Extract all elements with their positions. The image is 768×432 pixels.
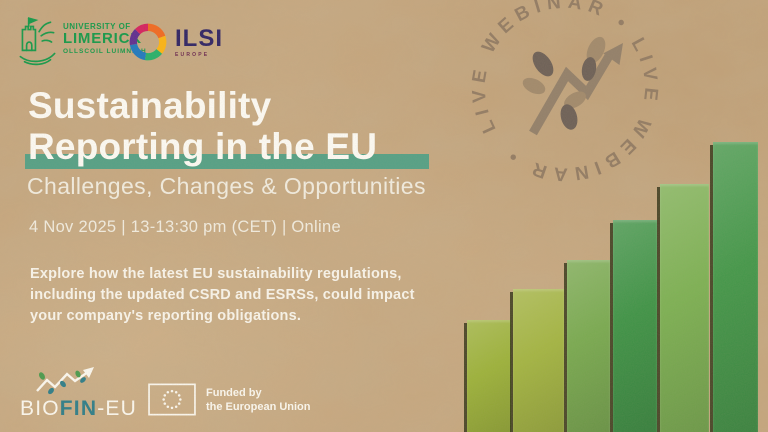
- biofin-bio: BIO: [20, 397, 60, 420]
- live-webinar-stamp: LIVE WEBINAR • LIVE WEBINAR •: [448, 0, 682, 199]
- subtitle: Challenges, Changes & Opportunities: [27, 173, 426, 199]
- biofin-eu-logo: BIOFIN-EU: [20, 367, 137, 421]
- biofin-fin: FIN: [59, 397, 98, 420]
- stamp-ring-text: LIVE WEBINAR • LIVE WEBINAR •: [448, 0, 682, 199]
- chart-bar: [660, 184, 709, 432]
- funding-text: Funded by the European Union: [206, 386, 311, 414]
- ilsi-ring-icon: [129, 23, 167, 61]
- title-line2: Reporting in the EU: [28, 126, 378, 167]
- growth-plant-icon: [522, 36, 623, 136]
- chart-bar: [467, 320, 511, 432]
- event-details: 4 Nov 2025 | 13-13:30 pm (CET) | Online: [29, 218, 341, 236]
- description: Explore how the latest EU sustainability…: [30, 264, 415, 327]
- biofin-eu: -EU: [97, 397, 137, 420]
- eu-flag-icon: [148, 383, 196, 416]
- ul-castle-icon: [19, 17, 56, 66]
- ilsi-europe-logo: ILSI EUROPE: [127, 21, 223, 63]
- ilsi-name: ILSI: [175, 24, 224, 52]
- description-line: including the updated CSRD and ESRSs, co…: [30, 287, 415, 303]
- chart-bar: [567, 260, 610, 432]
- funding-line1: Funded by: [206, 386, 262, 399]
- ilsi-region: EUROPE: [175, 51, 210, 58]
- biofin-wordmark: BIOFIN-EU: [20, 397, 137, 421]
- description-line: your company's reporting obligations.: [30, 308, 302, 324]
- funding-line2: the European Union: [206, 400, 311, 413]
- title-line1: Sustainability: [28, 85, 272, 126]
- page-title: Sustainability Reporting in the EU: [28, 85, 377, 167]
- eu-funding-block: Funded by the European Union: [148, 383, 311, 416]
- description-line: Explore how the latest EU sustainability…: [30, 266, 402, 282]
- chart-bar: [713, 142, 758, 432]
- biofin-chart-icon: [36, 367, 94, 395]
- chart-bar: [513, 289, 564, 432]
- chart-bar: [613, 220, 657, 432]
